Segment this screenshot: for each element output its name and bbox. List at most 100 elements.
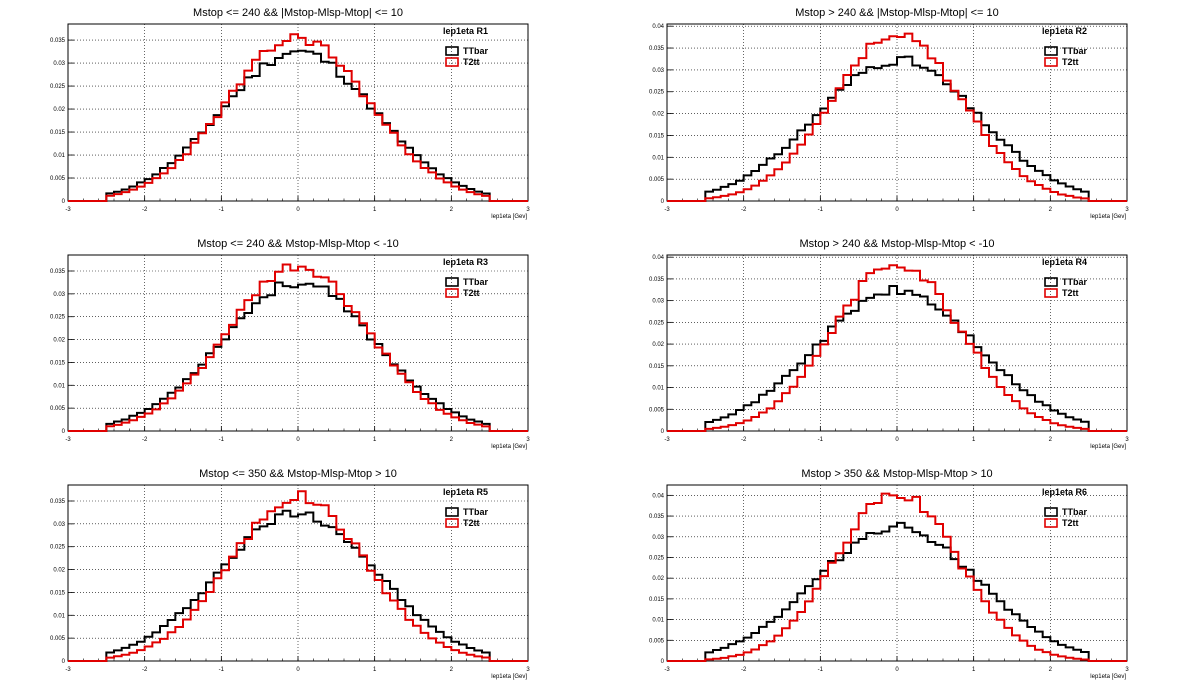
x-tick-label: 3 [1125,437,1129,443]
y-tick-label: 0.01 [652,618,664,624]
stat-box-label: lep1eta R2 [1042,26,1087,36]
y-tick-label: 0.03 [652,299,664,305]
histogram-panel-1: Mstop <= 240 && |Mstop-Mlsp-Mtop| <= 10 -… [50,7,530,220]
legend-label: T2tt [463,288,480,298]
x-tick-label: 1 [373,207,377,213]
x-tick-label: 3 [526,437,530,443]
y-tick-label: 0.02 [53,338,65,344]
y-tick-label: 0 [62,659,66,665]
x-tick-label: -1 [818,667,824,673]
x-tick-label: 1 [373,437,377,443]
x-tick-label: -1 [219,207,225,213]
y-tick-label: 0.04 [652,24,664,30]
x-tick-label: 0 [895,667,899,673]
x-tick-label: 3 [1125,667,1129,673]
stat-box-label: lep1eta R5 [443,487,488,497]
legend-swatch-t2tt [445,57,459,67]
y-tick-label: 0.03 [652,535,664,541]
x-axis-label: lep1eta [Gev] [491,444,527,450]
x-tick-label: -2 [142,667,148,673]
x-tick-label: -2 [741,667,747,673]
x-axis-label: lep1eta [Gev] [491,674,527,680]
x-tick-label: -3 [65,667,71,673]
stat-box-label: lep1eta R4 [1042,257,1087,267]
y-tick-label: 0.025 [649,320,665,326]
histogram-series-t2tt [68,490,528,662]
x-tick-label: 1 [972,437,976,443]
y-tick-label: 0.01 [53,153,65,159]
panel-title: Mstop <= 240 && Mstop-Mlsp-Mtop < -10 [197,238,398,250]
y-tick-label: 0.02 [652,342,664,348]
legend-swatch-ttbar [445,46,459,56]
y-tick-label: 0.03 [652,68,664,74]
x-axis-label: lep1eta [Gev] [1090,214,1126,220]
y-tick-label: 0.035 [649,514,665,520]
legend-label: TTbar [463,46,488,56]
legend-swatch-t2tt [1044,288,1058,298]
y-tick-label: 0.005 [50,406,66,412]
panel-title: Mstop > 350 && Mstop-Mlsp-Mtop > 10 [801,468,992,480]
x-tick-label: 0 [296,437,300,443]
y-tick-label: 0.035 [649,277,665,283]
y-tick-label: 0.025 [50,84,66,90]
histogram-panel-5: Mstop <= 350 && Mstop-Mlsp-Mtop > 10 -3 -2… [50,468,530,680]
y-tick-label: 0.035 [50,269,66,275]
legend-label: TTbar [1062,277,1087,287]
legend-label: T2tt [1062,57,1079,67]
histogram-series-t2tt [667,492,1127,662]
x-tick-label: -2 [142,437,148,443]
legend-swatch-t2tt [445,288,459,298]
histogram-panel-2: Mstop > 240 && |Mstop-Mlsp-Mtop| <= 10 -3… [649,7,1129,220]
legend-swatch-ttbar [1044,507,1058,517]
y-tick-label: 0.025 [649,90,665,96]
x-tick-label: 1 [972,667,976,673]
legend-label: TTbar [1062,507,1087,517]
x-tick-label: -3 [664,437,670,443]
histogram-series-ttbar [68,49,528,202]
y-tick-label: 0.015 [649,597,665,603]
legend-label: TTbar [463,277,488,287]
panel-title: Mstop <= 240 && |Mstop-Mlsp-Mtop| <= 10 [193,7,403,19]
y-tick-label: 0 [62,429,66,435]
histogram-series-ttbar [667,55,1127,202]
x-tick-label: -1 [219,437,225,443]
y-tick-label: 0.015 [649,364,665,370]
x-tick-label: 0 [296,667,300,673]
x-tick-label: -3 [65,207,71,213]
x-tick-label: -1 [818,207,824,213]
y-tick-label: 0.025 [50,545,66,551]
panel-title: Mstop > 240 && |Mstop-Mlsp-Mtop| <= 10 [795,7,999,19]
y-tick-label: 0.01 [53,613,65,619]
y-tick-label: 0.015 [649,133,665,139]
histogram-series-t2tt [68,33,528,202]
x-tick-label: 0 [895,207,899,213]
y-tick-label: 0.02 [53,568,65,574]
histogram-series-t2tt [68,263,528,432]
histogram-panel-3: Mstop <= 240 && Mstop-Mlsp-Mtop < -10 -3 -… [50,238,530,450]
x-tick-label: 1 [373,667,377,673]
histogram-series-ttbar [68,509,528,662]
y-tick-label: 0.02 [652,576,664,582]
y-tick-label: 0.03 [53,61,65,67]
x-tick-label: 2 [450,437,454,443]
x-tick-label: -2 [741,437,747,443]
y-tick-label: 0.02 [652,112,664,118]
x-tick-label: 2 [450,667,454,673]
y-tick-label: 0.02 [53,107,65,113]
histogram-series-ttbar [667,521,1127,662]
y-tick-label: 0.03 [53,522,65,528]
y-tick-label: 0.035 [649,46,665,52]
y-tick-label: 0 [62,199,66,205]
panel-title: Mstop <= 350 && Mstop-Mlsp-Mtop > 10 [199,468,397,480]
x-axis-label: lep1eta [Gev] [1090,444,1126,450]
x-tick-label: 2 [450,207,454,213]
y-tick-label: 0.005 [649,407,665,413]
histogram-series-t2tt [667,32,1127,202]
y-tick-label: 0.04 [652,493,664,499]
legend-label: T2tt [1062,288,1079,298]
y-tick-label: 0.01 [652,386,664,392]
x-tick-label: 0 [895,437,899,443]
legend-swatch-ttbar [1044,46,1058,56]
stat-box-label: lep1eta R1 [443,26,488,36]
y-tick-label: 0 [661,429,665,435]
